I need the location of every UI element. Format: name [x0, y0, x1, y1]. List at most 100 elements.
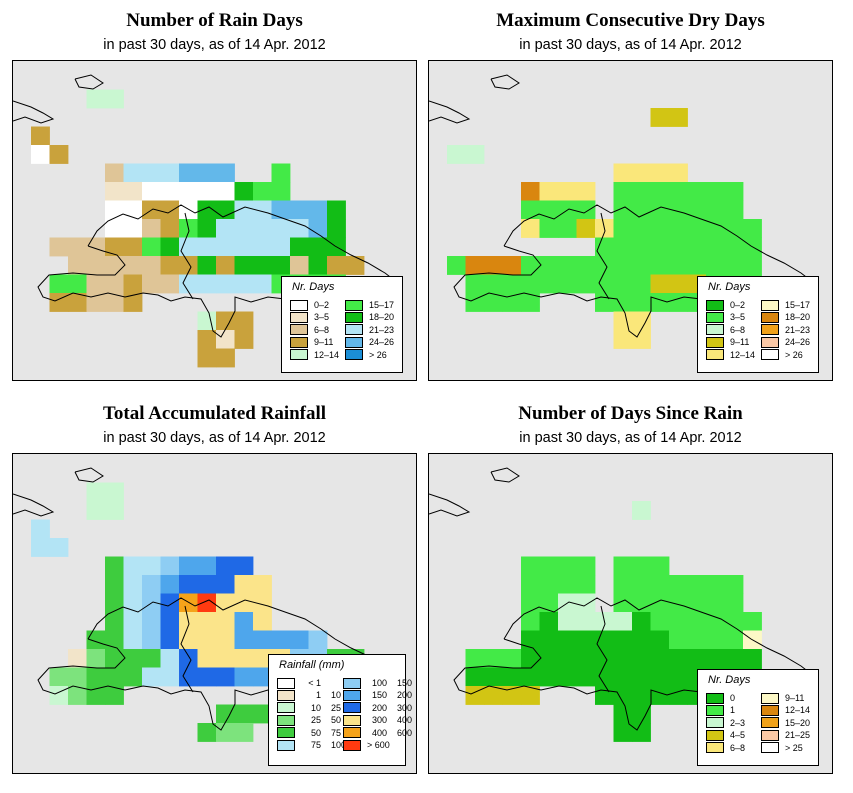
- grid-cell: [179, 237, 198, 257]
- legend-entry: 24–26: [761, 336, 810, 348]
- grid-cell: [613, 575, 633, 594]
- grid-cell: [632, 274, 651, 294]
- island-outline: [13, 493, 55, 517]
- legend-label: 0–2: [314, 300, 330, 310]
- legend-entry: 100 150: [343, 677, 412, 689]
- grid-cell: [216, 723, 235, 742]
- legend-label: 1: [730, 705, 736, 716]
- grid-cell: [179, 256, 198, 275]
- legend-range-label: 200 300: [367, 703, 412, 713]
- grid-cell: [650, 219, 670, 238]
- legend-entry: 18–20: [345, 311, 394, 323]
- grid-cell: [105, 593, 124, 613]
- legend-range-from: 200: [371, 702, 387, 713]
- legend-range-from: 75: [310, 740, 321, 750]
- grid-cell: [650, 649, 670, 668]
- grid-cell: [271, 630, 291, 650]
- island-outline: [490, 467, 520, 483]
- grid-cell: [502, 256, 522, 275]
- grid-cell: [179, 556, 198, 576]
- grid-cell: [632, 593, 651, 613]
- grid-cell: [290, 630, 309, 650]
- grid-cell: [706, 219, 725, 238]
- legend-range-label: > 600: [367, 740, 397, 750]
- grid-cell: [669, 256, 688, 275]
- grid-cell: [724, 649, 744, 668]
- legend-entry: 200 300: [343, 702, 412, 714]
- grid-cell: [197, 163, 217, 183]
- grid-cell: [595, 686, 614, 705]
- grid-cell: [539, 256, 559, 275]
- grid-cell: [632, 612, 651, 631]
- legend-label: 9–11: [314, 337, 334, 348]
- grid-cell: [576, 575, 596, 594]
- legend-swatch: [290, 336, 308, 348]
- grid-cell: [613, 237, 633, 257]
- grid-cell: [539, 612, 559, 631]
- grid-cell: [290, 200, 309, 220]
- legend-swatch: [290, 324, 308, 336]
- legend-range-from: > 600: [367, 740, 390, 750]
- grid-cell: [613, 182, 633, 201]
- grid-cell: [632, 501, 651, 520]
- legend-label: 9–11: [785, 693, 805, 703]
- grid-cell: [86, 293, 106, 312]
- legend-label: 12–14: [314, 349, 340, 360]
- grid-cell: [613, 630, 633, 650]
- legend-swatch: [343, 727, 361, 739]
- grid-cell: [613, 200, 633, 220]
- panel-title: Number of Rain Days: [126, 10, 303, 31]
- grid-cell: [123, 612, 143, 631]
- grid-cell: [105, 89, 124, 109]
- grid-cell: [669, 200, 688, 220]
- grid-cell: [197, 274, 217, 294]
- grid-cell: [613, 311, 633, 331]
- grid-cell: [253, 274, 272, 294]
- grid-cell: [687, 182, 707, 201]
- legend-range-from: 300: [371, 715, 387, 726]
- grid-cell: [142, 649, 161, 668]
- grid-cell: [502, 293, 522, 312]
- grid-cell: [632, 163, 651, 183]
- grid-cell: [271, 237, 291, 257]
- grid-cell: [521, 612, 540, 631]
- legend-label: 6–8: [730, 324, 746, 335]
- grid-cell: [234, 237, 254, 257]
- legend-label: 3–5: [314, 312, 330, 323]
- grid-cell: [669, 274, 688, 294]
- grid-cell: [160, 649, 180, 668]
- legend-swatch: [706, 336, 724, 348]
- grid-cell: [632, 182, 651, 201]
- legend-swatch: [343, 689, 361, 701]
- grid-cell: [613, 219, 633, 238]
- grid-cell: [669, 163, 688, 183]
- legend-swatch: [277, 677, 295, 689]
- grid-cell: [123, 556, 143, 576]
- legend-swatch: [761, 704, 779, 716]
- grid-cell: [650, 200, 670, 220]
- grid-cell: [484, 274, 503, 294]
- legend-entry: 50 75: [277, 727, 341, 739]
- grid-cell: [86, 649, 106, 668]
- grid-cell: [465, 649, 485, 668]
- grid-cell: [521, 686, 540, 705]
- legend-days-since-rain: Nr. Days 0 1 2–3 4–5 6–8 9–11 12–14 15–20 21–25 >…: [697, 669, 819, 766]
- legend-swatch: [706, 729, 724, 741]
- legend-swatch: [706, 692, 724, 704]
- grid-cell: [558, 182, 577, 201]
- grid-cell: [216, 630, 235, 650]
- grid-cell: [632, 330, 651, 349]
- island-outline: [74, 467, 104, 483]
- legend-label: 24–26: [785, 337, 811, 348]
- legend-range-label: 50 75: [301, 728, 341, 738]
- grid-cell: [706, 237, 725, 257]
- grid-cell: [197, 330, 217, 349]
- grid-cell: [558, 219, 577, 238]
- grid-cell: [576, 182, 596, 201]
- grid-cell: [613, 723, 633, 742]
- legend-label: 12–14: [785, 705, 811, 716]
- grid-cell: [539, 667, 559, 687]
- grid-cell: [576, 612, 596, 631]
- grid-cell: [687, 630, 707, 650]
- grid-cell: [650, 686, 670, 705]
